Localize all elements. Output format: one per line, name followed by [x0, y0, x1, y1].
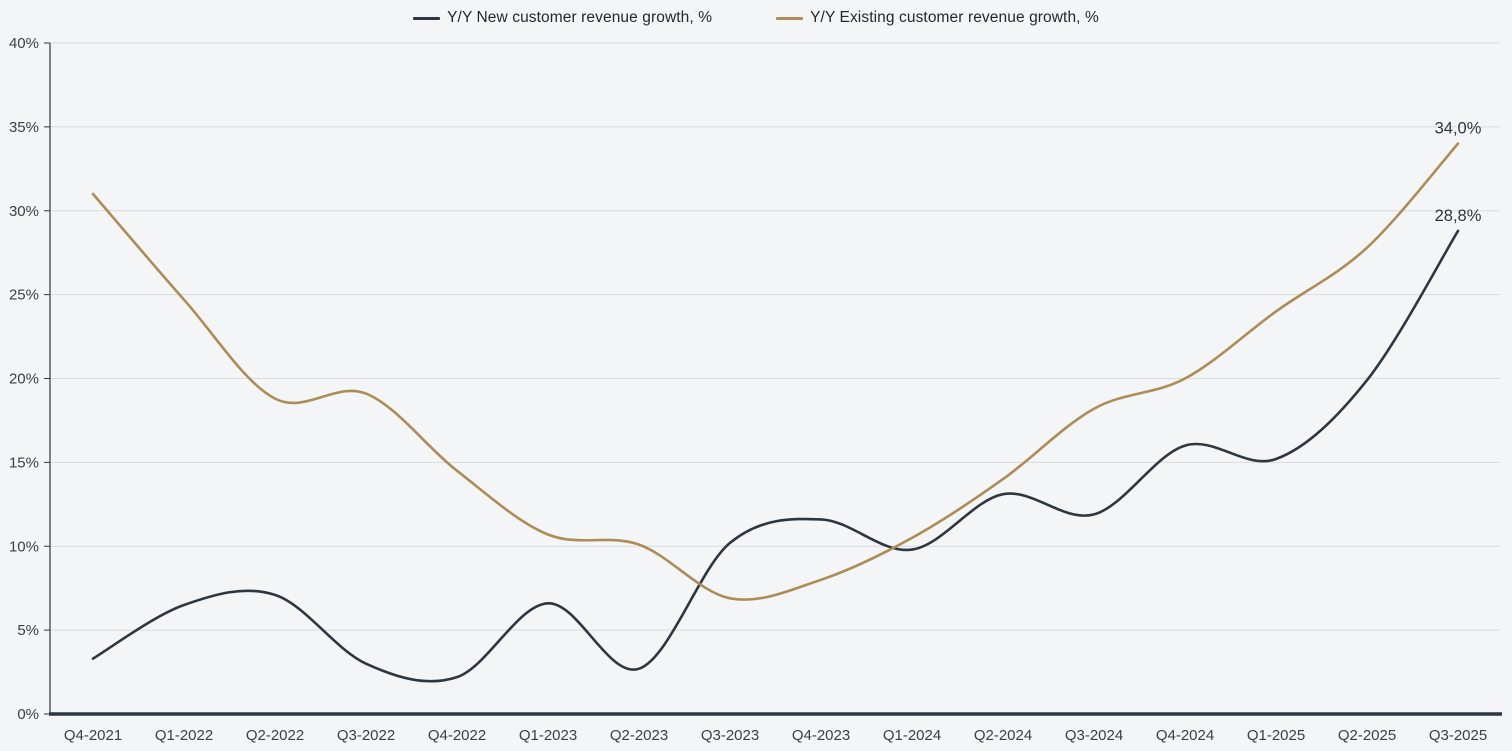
end-label-existing: 34,0%: [1435, 120, 1482, 138]
y-axis-label: 20%: [9, 371, 39, 388]
y-axis-label: 30%: [9, 203, 39, 220]
y-axis-label: 5%: [17, 622, 39, 639]
series-line-new: [91, 229, 1460, 683]
x-axis-label: Q4-2023: [792, 727, 850, 744]
y-axis-label: 25%: [9, 287, 39, 304]
x-axis-label: Q3-2025: [1429, 727, 1487, 744]
y-axis-label: 0%: [17, 706, 39, 723]
series-line-existing: [91, 142, 1460, 601]
x-axis-label: Q4-2022: [428, 727, 486, 744]
x-axis-label: Q2-2022: [246, 727, 304, 744]
x-axis-label: Q3-2023: [701, 727, 759, 744]
x-axis-label: Q3-2024: [1065, 727, 1123, 744]
end-label-new: 28,8%: [1435, 207, 1482, 225]
y-axis-label: 10%: [9, 538, 39, 555]
y-axis-label: 15%: [9, 454, 39, 471]
x-axis-label: Q1-2024: [883, 727, 941, 744]
x-axis-label: Q1-2023: [519, 727, 577, 744]
x-axis-label: Q4-2021: [64, 727, 122, 744]
y-axis-label: 40%: [9, 35, 39, 52]
x-axis-label: Q2-2023: [610, 727, 668, 744]
x-axis-label: Q1-2022: [155, 727, 213, 744]
x-axis-label: Q1-2025: [1247, 727, 1305, 744]
x-axis-label: Q3-2022: [337, 727, 395, 744]
x-axis-label: Q4-2024: [1156, 727, 1214, 744]
y-axis-label: 35%: [9, 119, 39, 136]
x-axis-label: Q2-2025: [1338, 727, 1396, 744]
x-axis-label: Q2-2024: [974, 727, 1032, 744]
